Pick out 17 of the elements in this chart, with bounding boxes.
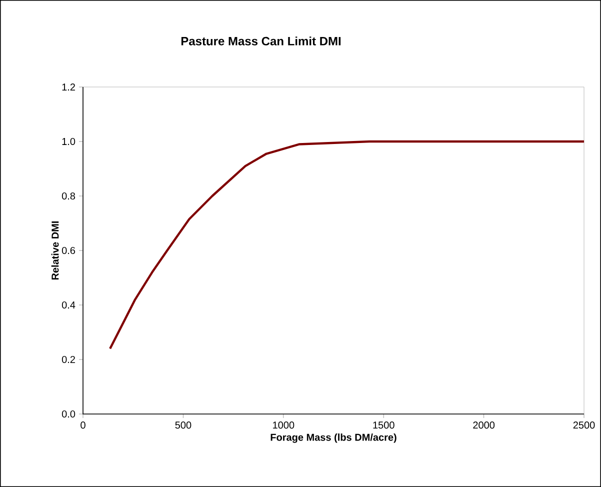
y-tick-label: 0.8 [62, 192, 76, 200]
y-tick-label: 1.0 [62, 138, 76, 146]
y-tick-label: 1.2 [62, 84, 75, 90]
x-tick-label: 0 [80, 422, 86, 429]
x-tick-label: 1000 [273, 422, 294, 429]
chart-title: Pasture Mass Can Limit DMI [181, 36, 341, 46]
x-tick-label: 1500 [373, 422, 394, 429]
y-tick-label: 0.6 [62, 246, 76, 254]
y-tick-label: 0.0 [62, 410, 76, 418]
y-tick-label: 0.2 [62, 356, 75, 364]
line-series [108, 140, 586, 350]
x-tick-label: 500 [175, 422, 192, 429]
x-tick-label: 2500 [573, 422, 595, 429]
y-tick-label: 0.4 [62, 301, 76, 309]
y-axis-title: Relative DMI [51, 221, 59, 280]
x-axis-title: Forage Mass (lbs DM/acre) [270, 433, 396, 443]
x-tick-label: 2000 [473, 422, 495, 429]
